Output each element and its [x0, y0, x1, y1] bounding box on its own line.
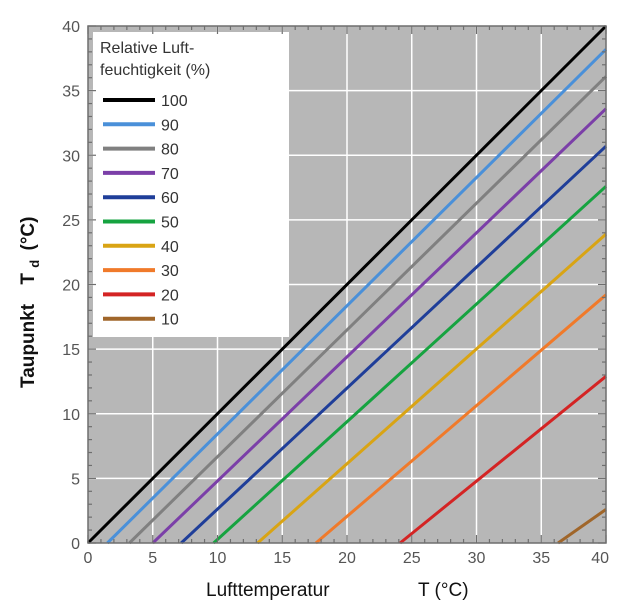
x-tick-label: 25: [403, 550, 421, 567]
y-axis-label-unit: (°C): [18, 217, 39, 251]
x-tick-label: 15: [273, 550, 291, 567]
x-tick-label: 5: [148, 550, 157, 567]
series-line-50: [212, 185, 608, 545]
y-tick-label: 0: [71, 536, 80, 553]
series-line-40: [256, 232, 607, 545]
series-lines: [86, 24, 608, 545]
series-line-60: [180, 145, 608, 545]
y-axis-label-word: Taupunkt: [18, 303, 39, 388]
x-tick-label: 35: [532, 550, 550, 567]
x-tick-label: 20: [338, 550, 356, 567]
x-axis-label: Lufttemperatur: [206, 580, 330, 601]
legend-title-line2: feuchtigkeit (%): [100, 62, 210, 79]
x-tick-label: 10: [209, 550, 227, 567]
legend-label-60: 60: [161, 190, 179, 207]
series-line-90: [106, 48, 608, 545]
y-axis-label-subscript: d: [27, 260, 42, 268]
y-tick-label: 5: [71, 471, 80, 488]
x-axis-symbol: T (°C): [418, 580, 469, 601]
y-axis-label-symbol: T: [18, 273, 39, 285]
y-tick-label: 40: [62, 19, 80, 36]
legend: Relative Luft- feuchtigkeit (%) 100 90 80 7…: [93, 32, 289, 337]
x-tick-label: 40: [591, 550, 609, 567]
series-line-30: [314, 293, 607, 545]
y-tick-label: 35: [62, 84, 80, 101]
legend-label-70: 70: [161, 166, 179, 183]
legend-label-30: 30: [161, 263, 179, 280]
legend-label-100: 100: [161, 93, 188, 110]
y-tick-label: 15: [62, 342, 80, 359]
legend-title-line1: Relative Luft-: [100, 40, 194, 57]
series-line-20: [399, 375, 607, 545]
legend-label-50: 50: [161, 215, 179, 232]
series-line-70: [151, 107, 608, 545]
x-tick-label: 0: [84, 550, 93, 567]
y-tick-label: 10: [62, 407, 80, 424]
tick-labels: 0 5 10 15 20 25 30 35 40 0 5 10 15 20 25 30 35 40: [62, 19, 609, 567]
legend-entries: 100 90 80 70 60 50 40 30 20 10: [103, 93, 188, 329]
series-line-10: [557, 508, 607, 545]
y-tick-label: 20: [62, 278, 80, 295]
x-axis-title: Lufttemperatur T (°C): [206, 580, 469, 601]
legend-label-80: 80: [161, 142, 179, 159]
y-tick-label: 25: [62, 213, 80, 230]
y-tick-label: 30: [62, 148, 80, 165]
y-axis-label: Taupunkt T d (°C): [18, 217, 44, 388]
y-axis-title: Taupunkt T d (°C): [18, 217, 44, 388]
x-tick-label: 30: [468, 550, 486, 567]
legend-label-10: 10: [161, 312, 179, 329]
legend-label-20: 20: [161, 287, 179, 304]
legend-label-40: 40: [161, 239, 179, 256]
legend-box: [93, 32, 289, 337]
series-line-100: [86, 24, 608, 545]
legend-label-90: 90: [161, 117, 179, 134]
series-line-80: [128, 75, 608, 545]
axes: [87, 25, 607, 544]
